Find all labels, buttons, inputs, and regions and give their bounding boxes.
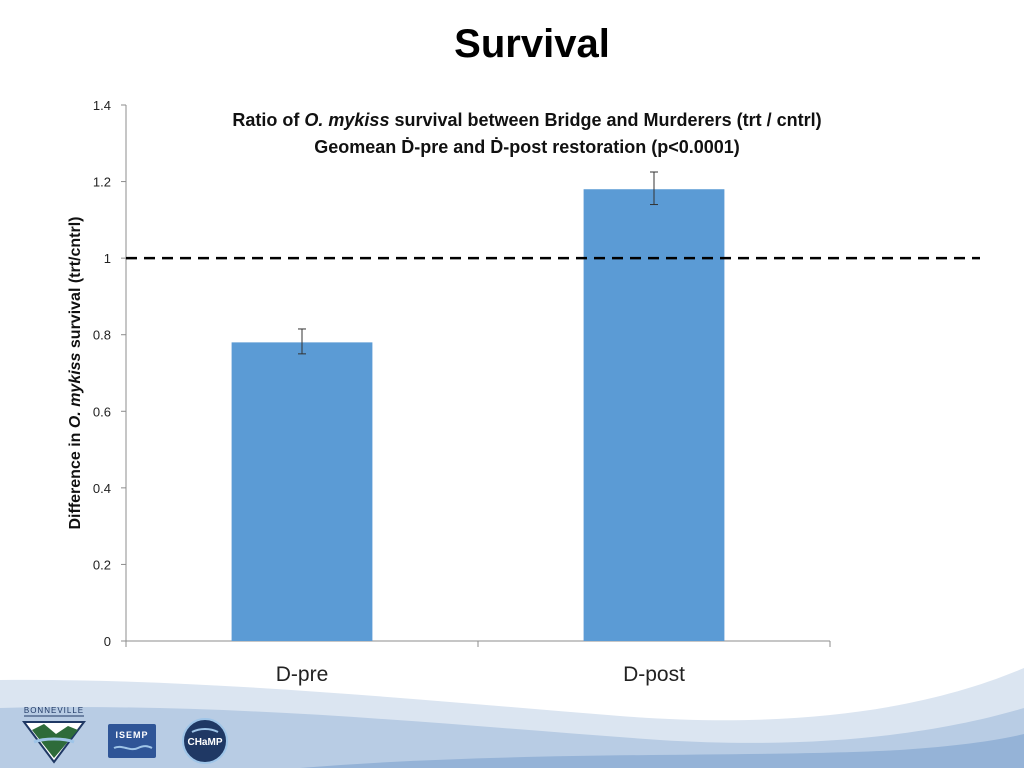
bar xyxy=(583,189,725,641)
chart-title-line1: Ratio of O. mykiss survival between Brid… xyxy=(232,110,821,130)
y-tick-label: 0 xyxy=(104,634,111,649)
y-tick-label: 0.2 xyxy=(93,557,111,572)
y-tick-label: 0.4 xyxy=(93,481,111,496)
footer-wave-mid xyxy=(0,707,1024,768)
category-label: D-post xyxy=(623,663,685,686)
isemp-logo: ISEMP xyxy=(108,724,156,758)
slide-title: Survival xyxy=(454,22,610,66)
y-tick-label: 1.2 xyxy=(93,175,111,190)
footer-wave-dark xyxy=(300,734,1024,768)
y-tick-label: 1 xyxy=(104,251,111,266)
bonneville-logo-text: BONNEVILLE xyxy=(24,706,84,715)
y-tick-label: 0.6 xyxy=(93,404,111,419)
isemp-logo-text: ISEMP xyxy=(115,730,148,740)
bar xyxy=(231,342,373,641)
chart-bars xyxy=(126,171,980,641)
y-tick-label: 1.4 xyxy=(93,98,111,113)
bonneville-logo: BONNEVILLE xyxy=(18,704,90,764)
category-label: D-pre xyxy=(276,663,329,686)
champ-logo: CHaMP xyxy=(182,718,228,764)
chart-labels: 0 0.2 0.4 0.6 0.8 1 1.2 1.4 D-pre D-post Ratio of … xyxy=(67,98,822,686)
footer-wave-decoration xyxy=(0,668,1024,768)
chart-title-line2: Geomean Ḋ-pre and Ḋ-post restoration (p<… xyxy=(314,137,740,157)
y-tick-label: 0.8 xyxy=(93,328,111,343)
y-axis-title: Difference in O. mykiss survival (trt/cn… xyxy=(67,217,84,530)
champ-logo-text: CHaMP xyxy=(187,737,222,748)
